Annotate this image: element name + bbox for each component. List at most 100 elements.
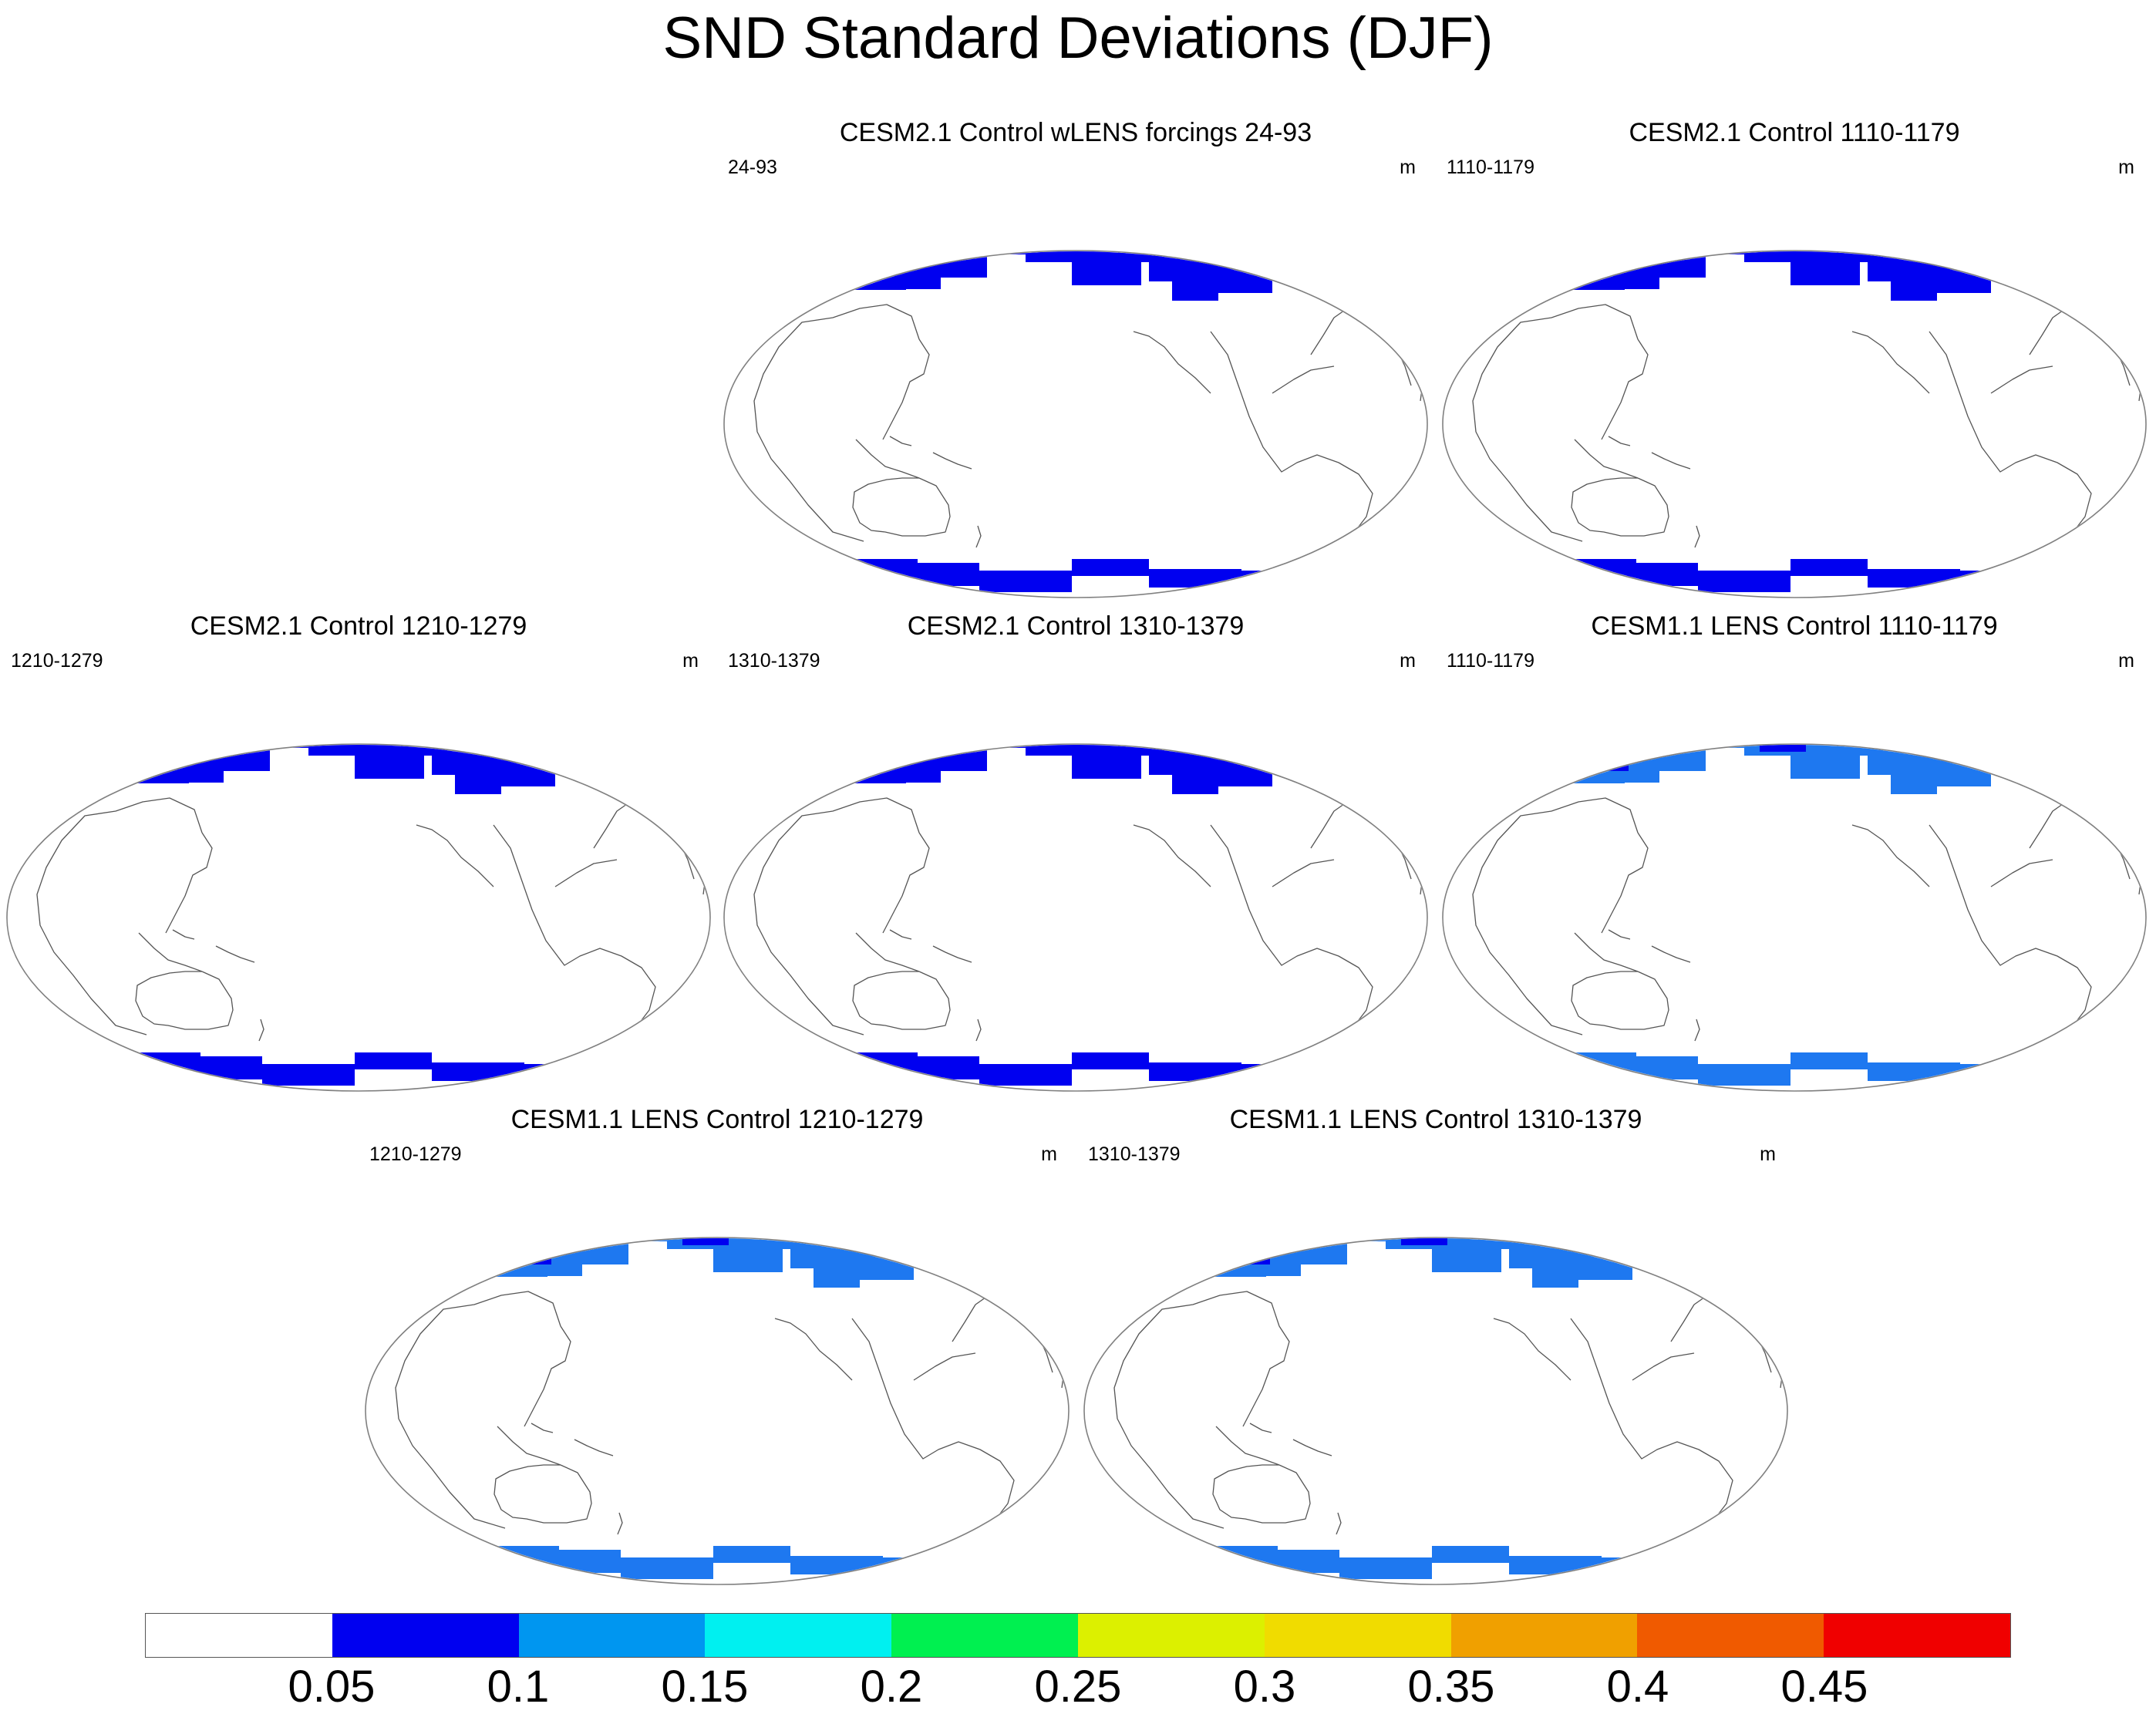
- snow-cell: [945, 1218, 983, 1234]
- colorbar-swatch: [705, 1614, 892, 1657]
- map-panel-3: CESM2.1 Control 1210-1279 1210-1279 m: [0, 609, 717, 1103]
- panel-units-label: m: [1760, 1143, 1776, 1165]
- snow-hotspot: [1891, 220, 1898, 227]
- coastline: [882, 338, 930, 440]
- map-frame: [1083, 1237, 1788, 1585]
- snow-hotspot: [1478, 1191, 1487, 1199]
- snow-cell: [1257, 251, 1288, 266]
- coastline: [1990, 365, 2053, 394]
- colorbar-swatch: [332, 1614, 519, 1657]
- coastline: [1420, 854, 1427, 895]
- snow-cell: [1760, 745, 1806, 752]
- figure-title: SND Standard Deviations (DJF): [662, 5, 1494, 71]
- panel-title: CESM2.1 Control 1310-1379: [907, 611, 1245, 641]
- snow-hotspot: [1309, 1203, 1322, 1211]
- snow-cell: [355, 1052, 432, 1069]
- snow-cell: [1072, 559, 1149, 576]
- snow-hotspot: [494, 745, 501, 753]
- coastline: [1272, 365, 1335, 394]
- snow-hotspot: [1551, 1203, 1564, 1211]
- snow-hotspot: [1118, 204, 1127, 212]
- snow-hotspot: [864, 1226, 871, 1234]
- coastline: [882, 832, 930, 934]
- snow-cell: [1667, 227, 1721, 247]
- coastline: [975, 525, 982, 548]
- snow-hotspot: [790, 1207, 806, 1214]
- coastline: [1061, 1347, 1068, 1389]
- snow-hotspot: [590, 1203, 604, 1211]
- snow-hotspot: [1910, 709, 1922, 717]
- world-map: [365, 1191, 1070, 1585]
- snow-cell: [1617, 1238, 1648, 1253]
- snow-cell: [1339, 1557, 1432, 1579]
- snow-hotspot: [800, 783, 808, 789]
- snow-cell: [478, 756, 555, 786]
- panel-title: CESM1.1 LENS Control 1210-1279: [510, 1105, 924, 1134]
- map-panel-1: CESM2.1 Control wLENS forcings 24-93 24-…: [717, 116, 1434, 609]
- coastline: [1990, 859, 2053, 887]
- snow-cell: [524, 1064, 609, 1078]
- snow-cell: [451, 1214, 598, 1238]
- map-frame: [723, 250, 1428, 598]
- colorbar-tick-label: 0.3: [1233, 1662, 1296, 1712]
- coastline: [2138, 360, 2145, 402]
- coastline: [1780, 1347, 1787, 1389]
- snow-hotspot: [1875, 208, 1889, 217]
- colorbar-tick-label: 0.25: [1034, 1662, 1122, 1712]
- snow-cell: [1590, 756, 1629, 771]
- panel-title: CESM2.1 Control wLENS forcings 24-93: [839, 118, 1312, 147]
- snow-cell: [1309, 1214, 1363, 1234]
- snow-cell: [810, 227, 956, 251]
- snow-cell: [682, 1238, 729, 1245]
- snow-cell: [1667, 721, 1721, 740]
- snow-hotspot: [829, 204, 844, 212]
- snow-cell: [266, 745, 328, 748]
- coastline: [138, 932, 203, 972]
- coastline: [753, 304, 920, 542]
- snow-cell: [983, 251, 1045, 254]
- snow-hotspot: [1941, 732, 1949, 740]
- coastline: [1651, 945, 1691, 963]
- snow-cell: [1195, 756, 1272, 786]
- snow-cell: [1960, 1064, 2045, 1078]
- snow-hotspot: [1548, 204, 1563, 212]
- snow-cell: [1241, 1064, 1326, 1078]
- snow-cell: [1698, 1064, 1790, 1086]
- snow-cell: [1521, 1052, 1636, 1072]
- snow-hotspot: [1875, 702, 1889, 711]
- snow-hotspot: [1191, 216, 1204, 224]
- snow-cell: [948, 227, 1002, 247]
- panel-units-label: m: [1400, 650, 1416, 672]
- snow-cell: [467, 1238, 513, 1253]
- snow-cell: [1563, 1238, 1632, 1249]
- snow-cell: [1922, 251, 1991, 262]
- coastline: [1215, 1426, 1280, 1466]
- snow-hotspot: [1222, 732, 1230, 740]
- snow-cell: [1960, 571, 2045, 584]
- snow-hotspot: [1895, 231, 1902, 237]
- snow-cell: [2022, 231, 2060, 247]
- snow-hotspot: [1222, 239, 1230, 247]
- world-map: [1442, 204, 2147, 598]
- snow-hotspot: [867, 1211, 877, 1224]
- snow-cell: [1790, 559, 1868, 576]
- snow-cell: [200, 1056, 262, 1079]
- snow-cell: [1257, 745, 1288, 759]
- colorbar-tick-label: 0.2: [860, 1662, 923, 1712]
- snow-hotspot: [1513, 775, 1521, 784]
- snow-cell: [779, 270, 814, 289]
- snow-hotspot: [883, 1211, 894, 1218]
- snow-cell: [790, 1556, 883, 1574]
- snow-hotspot: [760, 1191, 769, 1199]
- coastline: [531, 1423, 554, 1433]
- snow-cell: [883, 1557, 968, 1571]
- coastline: [1851, 824, 1930, 887]
- snow-cell: [1203, 251, 1272, 262]
- snow-cell: [513, 1249, 551, 1264]
- map-frame: [1442, 250, 2147, 598]
- snow-cell: [1241, 571, 1326, 584]
- colorbar-swatch: [1450, 1614, 1638, 1657]
- snow-cell: [590, 1214, 644, 1234]
- coastline: [1574, 932, 1639, 972]
- map-frame: [1442, 743, 2147, 1092]
